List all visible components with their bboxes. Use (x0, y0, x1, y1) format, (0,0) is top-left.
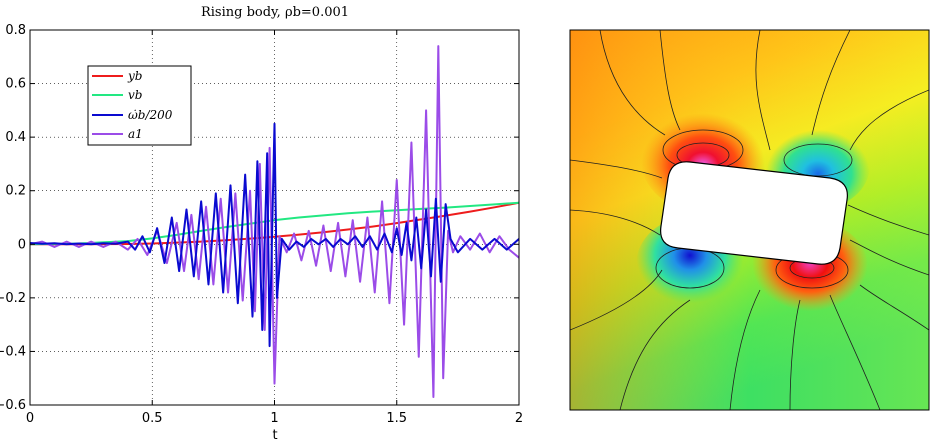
chart-title: Rising body, ρb=0.001 (201, 5, 349, 20)
y-tick-label: −0.6 (0, 398, 26, 413)
y-tick-label: 0.2 (5, 184, 26, 199)
y-tick-label: 0.8 (5, 23, 26, 38)
y-tick-label: −0.2 (0, 291, 26, 306)
legend: yb vb ω̇b/200 a1 (87, 65, 192, 146)
legend-label-omega: ω̇b/200 (128, 108, 173, 122)
legend-label-vb: vb (128, 88, 142, 102)
series-layer (30, 45, 519, 398)
y-tick-label: 0 (18, 237, 26, 252)
y-tick-label: −0.4 (0, 344, 26, 359)
x-axis-label: t (272, 428, 277, 443)
x-tick-label: 0 (26, 411, 34, 426)
contour-lines (570, 30, 929, 410)
x-tick-label: 1 (270, 411, 278, 426)
field-plot (569, 29, 930, 411)
x-tick-label: 0.5 (142, 411, 163, 426)
rigid-body (660, 161, 848, 265)
field-frame (569, 29, 930, 411)
line-chart: Rising body, ρb=0.001 0 0.5 1 1.5 2 −0.6 −0.4 −… (0, 5, 523, 443)
x-tick-label: 2 (515, 411, 523, 426)
ticks: 0 0.5 1 1.5 2 −0.6 −0.4 −0.2 0 0.2 0.4 0.6 0.8 (0, 23, 523, 426)
y-tick-label: 0.6 (5, 77, 26, 92)
legend-box (87, 65, 192, 146)
x-tick-label: 1.5 (386, 411, 407, 426)
y-tick-label: 0.4 (5, 130, 26, 145)
legend-label-yb: yb (127, 69, 142, 83)
series-line-2 (30, 122, 519, 348)
legend-label-a1: a1 (128, 127, 143, 141)
